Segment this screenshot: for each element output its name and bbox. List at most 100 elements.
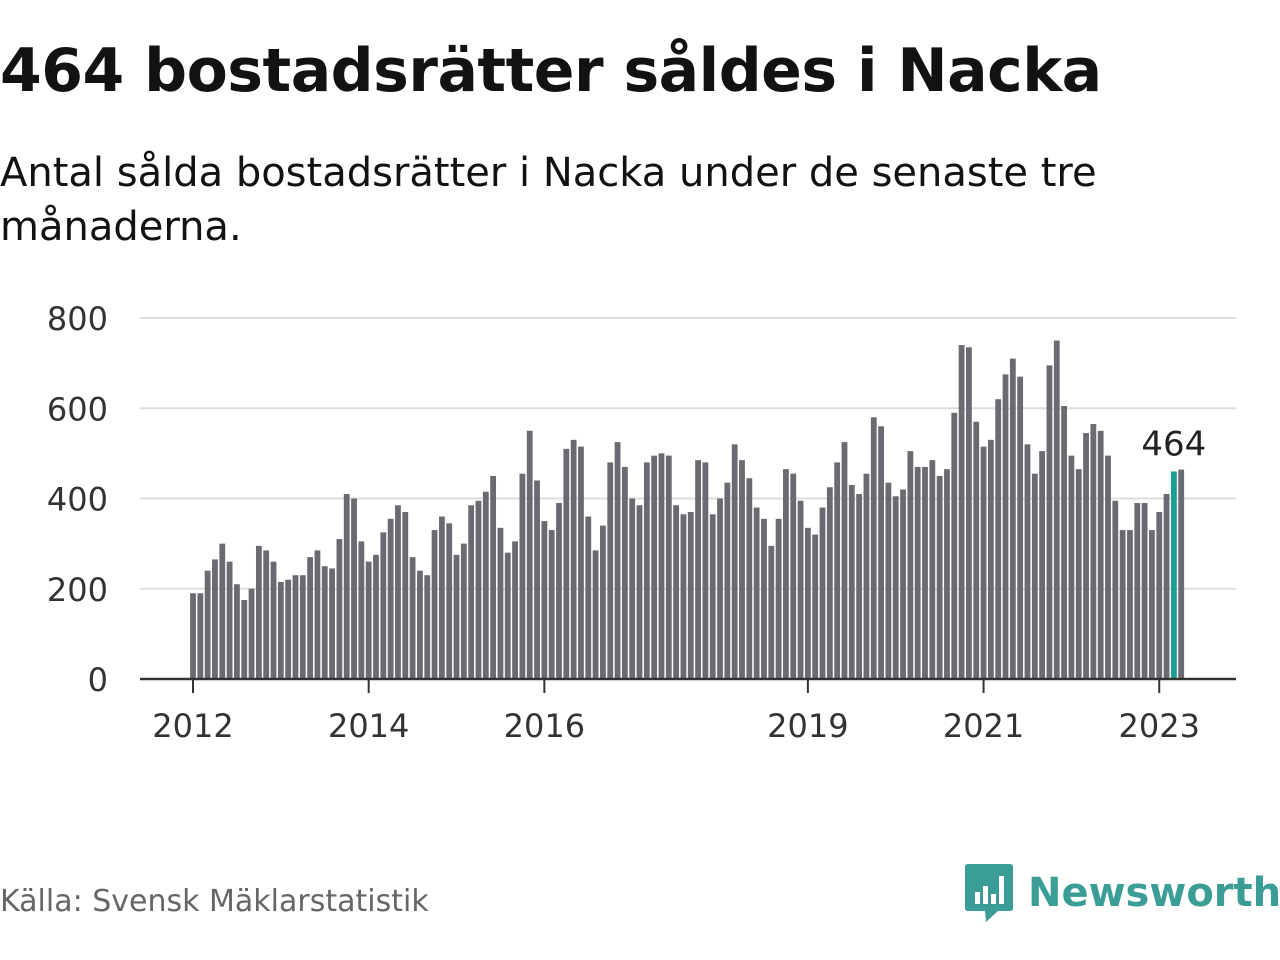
bar [768,545,775,679]
bar [775,518,782,679]
bar [973,421,980,679]
bar [804,527,811,679]
bar [607,462,614,679]
y-tick-label: 800 [47,300,108,338]
bar [373,554,379,679]
bar [1053,340,1060,679]
bar [680,514,687,679]
bar [541,521,548,679]
source-note: Källa: Svensk Mäklarstatistik [0,884,429,919]
bar [226,561,233,679]
bar [556,503,562,679]
bar-chart: 0 200 400 600 800 2012 2014 2016 2019 2021 2023 464 [47,300,1236,745]
bar [1141,503,1148,679]
y-tick-label: 400 [47,481,108,519]
bar [358,541,365,679]
bar [438,516,445,679]
bar [834,462,841,679]
bar [1002,374,1009,679]
bar [695,460,701,679]
x-tick-label: 2021 [943,707,1024,745]
bar [1112,500,1119,679]
bar [219,543,226,679]
bar [212,559,218,679]
bar [658,453,665,679]
bar [453,554,460,679]
bar [570,439,577,679]
bar [490,475,497,679]
bar [248,588,255,679]
bar [687,512,694,679]
bar [446,523,453,679]
bar [870,417,877,679]
brand-name: Newsworthy [1028,870,1280,916]
bar [585,516,592,679]
bar [548,530,555,679]
bar [197,593,204,679]
bar [841,442,848,679]
bar [314,550,321,679]
bar [424,575,431,679]
bar [475,500,482,679]
bar [285,579,292,679]
bar [702,462,709,679]
bar [497,527,504,679]
bar [621,466,628,679]
bar [936,475,943,679]
bar [234,584,240,679]
bar [519,473,526,679]
bar [292,575,299,679]
bar [321,566,328,679]
bar [277,581,284,679]
bar [526,430,533,679]
bar [329,568,335,679]
bar [512,541,518,679]
bar [563,448,570,679]
bar [1097,430,1104,679]
bar [797,500,804,679]
bar [387,518,394,679]
bar [856,493,863,679]
bar [709,514,716,679]
bar [929,460,936,679]
bar [263,550,270,679]
highlight-bar [1170,471,1177,679]
bar [819,507,826,679]
bar [643,462,650,679]
bar [1090,424,1097,679]
bar-chart-speech-bubble-icon [965,864,1013,922]
bar [914,466,921,679]
bar [878,426,884,679]
newsworthy-logo: Newsworthy [964,862,1280,924]
bar [1061,405,1067,679]
bar [1031,473,1038,679]
bar [468,505,475,679]
bar [1134,503,1141,679]
bar [944,469,950,679]
bar [592,550,599,679]
bar [848,484,855,679]
bar [958,345,965,679]
bar [885,482,892,679]
page-title: 464 bostadsrätter såldes i Nacka [0,36,1102,106]
bar [504,552,511,679]
y-tick-label: 600 [47,390,108,428]
bar [783,469,789,679]
highlight-value-label: 464 [1141,424,1206,464]
bar [753,507,760,679]
bar [1083,433,1089,679]
bar [651,455,658,679]
bar [980,446,987,679]
bar [1017,376,1024,679]
bar [717,498,723,679]
bar [270,561,277,679]
bar [892,496,899,679]
bar [1156,512,1163,679]
x-tick-label: 2014 [328,707,409,745]
bar [255,545,262,679]
bar [365,561,372,679]
bar [1068,455,1075,679]
bar [241,600,248,679]
bar [1024,444,1031,679]
bar [1163,493,1170,679]
